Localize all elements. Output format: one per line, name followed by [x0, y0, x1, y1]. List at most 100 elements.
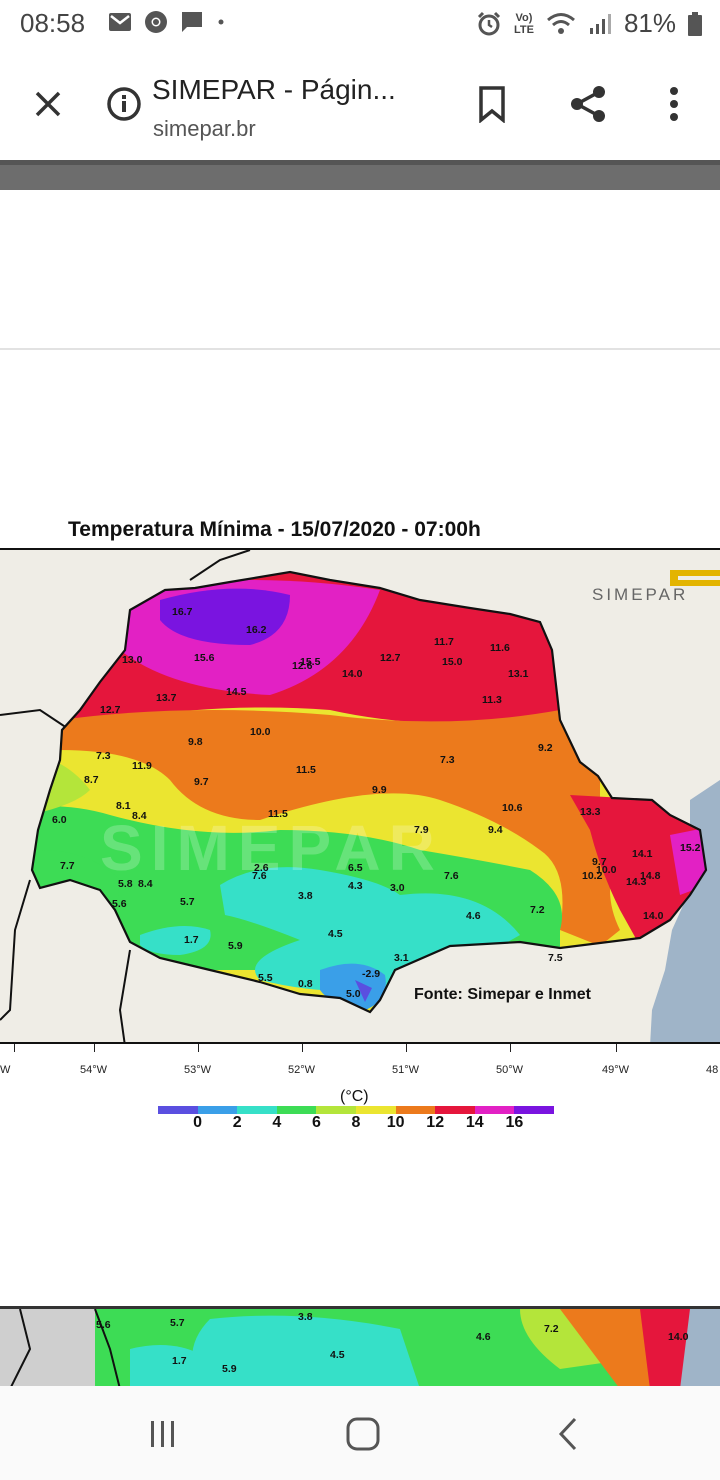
- longitude-label: 49°W: [602, 1064, 630, 1076]
- temperature-label: 7.3: [96, 750, 111, 762]
- close-icon[interactable]: [28, 84, 68, 124]
- map-graphic: SIMEPAR: [0, 550, 720, 1042]
- temperature-label: 9.4: [488, 824, 503, 836]
- info-icon[interactable]: [104, 84, 144, 124]
- temperature-label: 16.7: [172, 606, 193, 618]
- temperature-label: 3.8: [298, 890, 313, 902]
- temperature-label: 9.9: [372, 784, 387, 796]
- home-icon[interactable]: [340, 1412, 386, 1456]
- temperature-label: 2.6: [254, 862, 269, 874]
- temperature-label: 12.7: [380, 652, 401, 664]
- svg-text:SIMEPAR: SIMEPAR: [100, 812, 443, 884]
- longitude-tick: [94, 1044, 95, 1052]
- temperature-label: 13.1: [508, 668, 529, 680]
- temperature-label: 5.9: [228, 940, 243, 952]
- recents-icon[interactable]: [140, 1414, 186, 1454]
- longitude-axis: W 54°W 53°W 52°W 51°W 50°W 49°W 48: [0, 1044, 720, 1090]
- temperature-label: 5.0: [346, 988, 361, 1000]
- next-image-label: 4.6: [476, 1331, 491, 1343]
- colorbar-tick-label: 10: [386, 1114, 405, 1131]
- map-title: Temperatura Mínima - 15/07/2020 - 07:00h: [68, 518, 481, 541]
- colorbar-segment: [316, 1106, 356, 1114]
- temperature-label: 14.0: [342, 668, 363, 680]
- temperature-label: 10.2: [582, 870, 603, 882]
- temperature-label: 13.7: [156, 692, 177, 704]
- map-source: Fonte: Simepar e Inmet: [414, 986, 591, 1003]
- colorbar-segment: [474, 1106, 515, 1114]
- longitude-label: 52°W: [288, 1064, 316, 1076]
- temperature-label: 11.6: [490, 642, 510, 654]
- battery-percent: 81%: [623, 8, 676, 38]
- back-icon[interactable]: [548, 1412, 588, 1456]
- temperature-label: 3.0: [390, 882, 405, 894]
- temperature-label: 10.6: [502, 802, 523, 814]
- next-image-label: 4.5: [330, 1349, 345, 1361]
- longitude-tick: [616, 1044, 617, 1052]
- content-divider: [0, 348, 720, 350]
- more-vert-icon[interactable]: [660, 82, 688, 126]
- temperature-label: 15.5: [300, 656, 321, 668]
- next-image-label: 5.7: [170, 1317, 185, 1329]
- colorbar-tick-label: 6: [311, 1114, 321, 1131]
- temperature-label: 15.6: [194, 652, 215, 664]
- temperature-label: 8.1: [116, 800, 131, 812]
- colorbar-segment: [276, 1106, 317, 1114]
- battery-icon: [688, 11, 702, 36]
- dot-icon: [218, 19, 224, 25]
- next-image-preview[interactable]: 5.6 5.7 3.8 4.5 1.7 5.9 4.6 7.2 14.0: [0, 1306, 720, 1386]
- next-image-label: 1.7: [172, 1355, 187, 1367]
- longitude-tick: [510, 1044, 511, 1052]
- next-image-label: 14.0: [668, 1331, 689, 1343]
- next-map-graphic: [0, 1309, 720, 1386]
- bookmark-icon[interactable]: [474, 82, 510, 126]
- next-image-label: 3.8: [298, 1311, 313, 1323]
- temperature-label: 13.3: [580, 806, 601, 818]
- page-url[interactable]: simepar.br: [153, 116, 256, 141]
- status-time: 08:58: [20, 8, 86, 38]
- colorbar-tick-label: 16: [505, 1114, 524, 1131]
- colorbar-tick-label: 4: [272, 1114, 282, 1131]
- colorbar-tick-label: 12: [426, 1114, 445, 1131]
- temperature-label: 14.3: [626, 876, 647, 888]
- temperature-map[interactable]: SIMEPAR SIMEPAR 16.7 16.2 15.6 12.6 15.5 14.5…: [0, 548, 720, 1044]
- temperature-label: 6.5: [348, 862, 363, 874]
- custom-tab-toolbar: SIMEPAR - Págin... simepar.br: [0, 50, 720, 160]
- lte-icon: Vo) LTE: [513, 11, 534, 36]
- temperature-label: 0.8: [298, 978, 313, 990]
- temperature-label: 16.2: [246, 624, 267, 636]
- alarm-icon: [477, 11, 501, 35]
- temperature-label: 7.7: [60, 860, 75, 872]
- colorbar-segment: [395, 1106, 436, 1114]
- chrome-icon: [145, 11, 167, 33]
- temperature-label: 9.7: [194, 776, 209, 788]
- longitude-label: 53°W: [184, 1064, 212, 1076]
- temperature-label: 14.0: [643, 910, 664, 922]
- previous-image-strip: [0, 160, 720, 190]
- longitude-label: 54°W: [80, 1064, 108, 1076]
- unit-label: (°C): [340, 1088, 369, 1105]
- temperature-label: 4.6: [466, 910, 481, 922]
- temperature-label: 7.6: [252, 870, 267, 882]
- temperature-label: 14.1: [632, 848, 653, 860]
- temperature-label: 7.6: [444, 870, 459, 882]
- colorbar-tick-label: 0: [193, 1114, 203, 1131]
- colorbar-segment: [355, 1106, 396, 1114]
- longitude-label: 51°W: [392, 1064, 420, 1076]
- temperature-label: 12.6: [292, 660, 313, 672]
- temperature-label: 5.8: [118, 878, 133, 890]
- status-bar: 08:58 Vo) LTE 81%: [0, 0, 720, 50]
- temperature-label: 9.2: [538, 742, 553, 754]
- longitude-tick: [14, 1044, 15, 1052]
- share-icon[interactable]: [566, 82, 610, 126]
- longitude-label: 50°W: [496, 1064, 524, 1076]
- colorbar-segment: [197, 1106, 238, 1114]
- temperature-label: 12.7: [100, 704, 121, 716]
- colorbar-labels: 0 2 4 6 8 10 12 14 16: [158, 1114, 554, 1134]
- temperature-label: 5.5: [258, 972, 273, 984]
- wifi-icon: [546, 12, 575, 34]
- navigation-bar: [0, 1386, 720, 1480]
- temperature-label: 9.8: [188, 736, 203, 748]
- signal-icon: [589, 13, 611, 34]
- temperature-label: 7.3: [440, 754, 455, 766]
- notification-icons: [108, 10, 226, 34]
